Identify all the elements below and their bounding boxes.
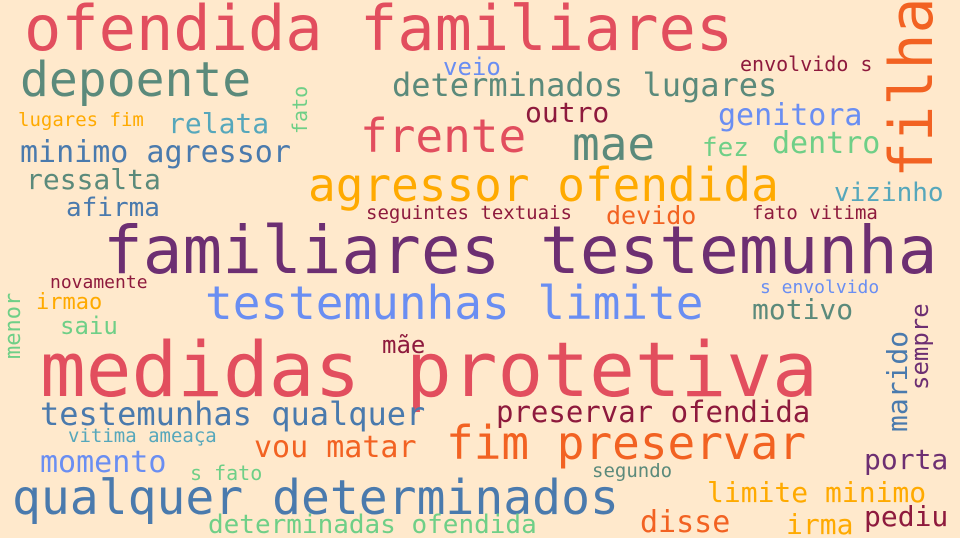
word: envolvido s: [740, 52, 873, 76]
word: irma: [786, 508, 854, 538]
word: frente: [360, 109, 527, 163]
word: agressor ofendida: [308, 158, 779, 212]
word: momento: [40, 445, 167, 480]
word: qualquer determinados: [12, 470, 619, 526]
word: afirma: [66, 193, 160, 223]
word: marido: [881, 330, 914, 432]
word: fato vitima: [752, 202, 878, 224]
word: vitima ameaça: [68, 425, 217, 447]
word: ofendida familiares: [24, 0, 734, 65]
word: lugares fim: [18, 109, 144, 131]
word: novamente: [50, 272, 148, 293]
word: minimo agressor: [20, 135, 291, 170]
word: menor: [1, 292, 26, 359]
word: outro: [525, 96, 610, 129]
word: veio: [443, 53, 501, 81]
word: ressalta: [26, 163, 161, 196]
word: testemunhas qualquer: [40, 395, 426, 433]
word: s envolvido: [760, 277, 880, 298]
word: irmao: [36, 290, 103, 315]
word: porta: [864, 443, 949, 476]
word: genitora: [718, 98, 863, 133]
word: pediu: [864, 500, 949, 533]
word: limite minimo: [707, 476, 927, 509]
word: mae: [572, 117, 656, 171]
word: fez: [702, 133, 749, 163]
word: saiu: [60, 312, 118, 340]
word: filha: [877, 0, 947, 178]
word: devido: [606, 201, 697, 230]
word: depoente: [20, 52, 252, 108]
word: mãe: [382, 331, 426, 359]
word: segundo: [592, 460, 673, 482]
word: fim preservar: [446, 416, 807, 470]
word: relata: [168, 107, 270, 140]
word: dentro: [772, 126, 881, 161]
word: s fato: [190, 461, 263, 485]
word: vizinho: [834, 178, 944, 208]
word: determinadas ofendida: [208, 510, 537, 538]
word: determinados lugares: [392, 66, 778, 104]
word: motivo: [752, 293, 854, 326]
word: medidas protetiva: [40, 325, 818, 414]
word: vou matar: [254, 430, 417, 465]
word: disse: [640, 505, 731, 538]
word: preservar ofendida: [496, 395, 811, 429]
word: fato: [288, 85, 312, 134]
word: seguintes textuais: [366, 202, 572, 224]
word: testemunhas limite: [205, 276, 704, 330]
word: familiares testemunha: [103, 212, 938, 289]
